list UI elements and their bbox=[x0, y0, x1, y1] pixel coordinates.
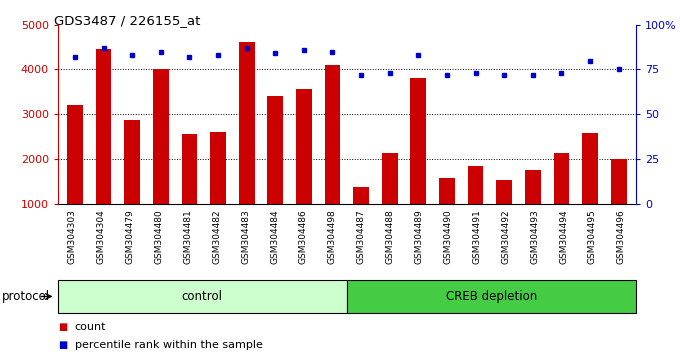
Bar bbox=[296, 89, 311, 204]
Text: GSM304484: GSM304484 bbox=[270, 210, 279, 264]
Text: percentile rank within the sample: percentile rank within the sample bbox=[75, 340, 262, 350]
Text: GSM304480: GSM304480 bbox=[154, 210, 163, 264]
Text: ■: ■ bbox=[58, 322, 67, 332]
Bar bbox=[124, 120, 140, 204]
Text: control: control bbox=[182, 290, 223, 303]
Text: GSM304493: GSM304493 bbox=[530, 210, 539, 264]
Text: GSM304494: GSM304494 bbox=[559, 210, 568, 264]
Text: GSM304303: GSM304303 bbox=[68, 210, 77, 264]
Text: GSM304481: GSM304481 bbox=[184, 210, 192, 264]
Bar bbox=[347, 280, 636, 313]
Text: GSM304488: GSM304488 bbox=[386, 210, 394, 264]
Text: count: count bbox=[75, 322, 106, 332]
Bar bbox=[239, 42, 254, 204]
Text: ■: ■ bbox=[58, 340, 67, 350]
Text: GSM304491: GSM304491 bbox=[473, 210, 481, 264]
Bar bbox=[411, 79, 426, 204]
Text: GSM304496: GSM304496 bbox=[617, 210, 626, 264]
Bar bbox=[382, 153, 398, 204]
Bar bbox=[468, 166, 483, 204]
Bar bbox=[582, 133, 598, 204]
Text: GSM304304: GSM304304 bbox=[97, 210, 105, 264]
Text: GSM304495: GSM304495 bbox=[588, 210, 597, 264]
Text: GSM304486: GSM304486 bbox=[299, 210, 308, 264]
Bar bbox=[525, 170, 541, 204]
Bar bbox=[611, 159, 626, 204]
Bar bbox=[58, 280, 347, 313]
Text: GSM304487: GSM304487 bbox=[357, 210, 366, 264]
Bar bbox=[439, 178, 455, 204]
Text: protocol: protocol bbox=[2, 290, 50, 303]
Bar bbox=[496, 180, 512, 204]
Text: CREB depletion: CREB depletion bbox=[445, 290, 537, 303]
Text: GSM304490: GSM304490 bbox=[443, 210, 452, 264]
Bar bbox=[182, 134, 197, 204]
Text: GSM304483: GSM304483 bbox=[241, 210, 250, 264]
Text: GSM304492: GSM304492 bbox=[501, 210, 510, 264]
Text: GSM304498: GSM304498 bbox=[328, 210, 337, 264]
Bar bbox=[267, 96, 283, 204]
Text: GSM304479: GSM304479 bbox=[126, 210, 135, 264]
Bar bbox=[353, 187, 369, 204]
Bar bbox=[67, 105, 83, 204]
Bar bbox=[210, 132, 226, 204]
Bar bbox=[96, 49, 112, 204]
Text: GSM304482: GSM304482 bbox=[212, 210, 221, 264]
Bar bbox=[153, 69, 169, 204]
Bar bbox=[554, 153, 569, 204]
Text: GDS3487 / 226155_at: GDS3487 / 226155_at bbox=[54, 14, 201, 27]
Bar bbox=[324, 65, 341, 204]
Text: GSM304489: GSM304489 bbox=[415, 210, 424, 264]
